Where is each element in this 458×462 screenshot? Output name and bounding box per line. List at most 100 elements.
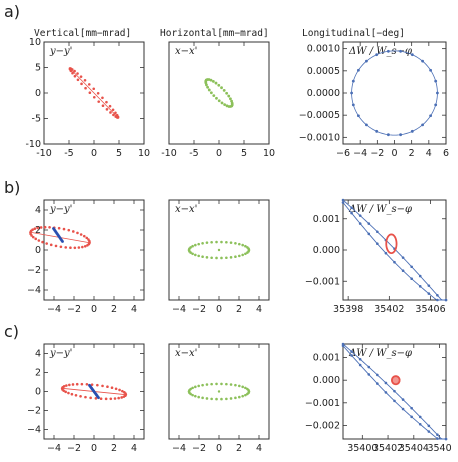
data-point: [201, 383, 204, 387]
data-point: [238, 384, 241, 388]
data-point: [429, 68, 433, 72]
panel-label: x−x': [175, 204, 197, 215]
data-point: [220, 397, 223, 401]
panel-b-longitudinal: 35398 35402 35406 −0.001 0.000 0.001 ΔW / W_s−…: [305, 198, 448, 315]
data-point: [211, 79, 215, 83]
data-point: [43, 225, 47, 229]
data-point: [429, 114, 433, 118]
data-point: [33, 227, 37, 230]
data-point: [215, 382, 218, 386]
data-point: [80, 382, 84, 386]
data-point: [375, 53, 379, 57]
x-tick-label: -10: [36, 148, 52, 159]
data-point: [76, 72, 79, 75]
data-point: [401, 269, 405, 272]
data-point: [205, 256, 209, 259]
row-label-b: b): [4, 178, 20, 197]
center-point: [217, 248, 221, 252]
data-point: [76, 231, 79, 235]
data-point: [115, 116, 119, 119]
data-point: [215, 96, 218, 100]
data-point: [384, 391, 388, 394]
panel-a-longitudinal: −6 −4 −2 0 2 4 6 −0.0010 −0.0005 0.0000 0.0005 0.00…: [299, 41, 449, 159]
data-point: [48, 225, 51, 229]
data-point: [223, 103, 227, 107]
x-tick-label: 0: [216, 443, 222, 454]
data-point: [215, 240, 218, 244]
data-point: [99, 397, 103, 400]
data-point: [376, 230, 379, 234]
data-point: [384, 251, 388, 255]
y-tick-label: 5: [35, 63, 41, 74]
data-point: [401, 398, 405, 401]
data-point: [401, 256, 405, 259]
data-point: [87, 238, 90, 241]
data-point: [410, 277, 413, 281]
data-point: [418, 423, 422, 426]
panel-label: x−x': [175, 348, 197, 359]
y-tick-label: 0.001: [313, 353, 340, 364]
data-point: [120, 396, 123, 399]
data-point: [101, 96, 104, 100]
data-point: [427, 292, 431, 295]
y-tick-label: 4: [35, 349, 41, 360]
data-point: [109, 397, 113, 401]
phase-curve: [351, 50, 438, 136]
data-point: [210, 240, 213, 244]
data-point: [34, 237, 38, 241]
data-point: [434, 79, 438, 83]
plot-frame: [342, 41, 447, 145]
data-point: [358, 357, 362, 361]
data-point: [96, 383, 99, 387]
data-point: [364, 123, 368, 127]
data-point: [197, 242, 200, 246]
data-point: [105, 100, 108, 104]
data-point: [220, 240, 223, 244]
y-tick-label: −4: [27, 425, 41, 436]
data-point: [220, 86, 223, 90]
data-point: [114, 387, 118, 391]
panel-label: ΔW / W_s−φ: [348, 46, 412, 57]
y-tick-label: 10: [29, 37, 41, 48]
data-point: [189, 392, 192, 396]
plot-frame: [43, 199, 145, 301]
data-point: [246, 246, 249, 249]
data-point: [73, 74, 77, 78]
y-tick-label: 0.001: [313, 214, 340, 225]
panel-c-vertical: −4 −2 0 2 4 −4 −2 0 2 4 y−y': [27, 343, 145, 454]
y-tick-label: 0.0000: [307, 88, 340, 99]
data-point: [384, 381, 388, 385]
x-tick-label: 0: [391, 148, 397, 159]
data-point: [89, 396, 92, 400]
row-label-c: c): [4, 322, 19, 341]
data-point: [201, 396, 204, 400]
data-point: [375, 129, 379, 133]
data-point: [341, 342, 345, 346]
data-point: [364, 59, 368, 63]
y-tick-label: 0: [35, 245, 41, 256]
data-point: [229, 241, 233, 244]
data-point: [220, 256, 223, 260]
data-point: [399, 133, 403, 137]
y-tick-label: 4: [35, 205, 41, 216]
data-point: [241, 253, 244, 257]
x-tick-label: 2: [111, 304, 117, 315]
bunch-ellipse: [385, 233, 398, 255]
data-point: [65, 384, 68, 387]
data-point: [117, 396, 120, 400]
x-tick-label: 4: [256, 304, 262, 315]
data-point: [421, 123, 425, 127]
data-point: [230, 99, 233, 103]
data-point: [386, 133, 390, 137]
data-point: [59, 245, 63, 249]
x-tick-label: 2: [409, 148, 415, 159]
data-point: [85, 236, 89, 240]
data-point: [436, 433, 439, 437]
data-point: [241, 385, 244, 389]
data-point: [444, 298, 448, 302]
data-point: [210, 382, 213, 386]
x-tick-label: 35398: [333, 304, 363, 315]
data-point: [108, 104, 112, 108]
data-point: [358, 222, 362, 225]
